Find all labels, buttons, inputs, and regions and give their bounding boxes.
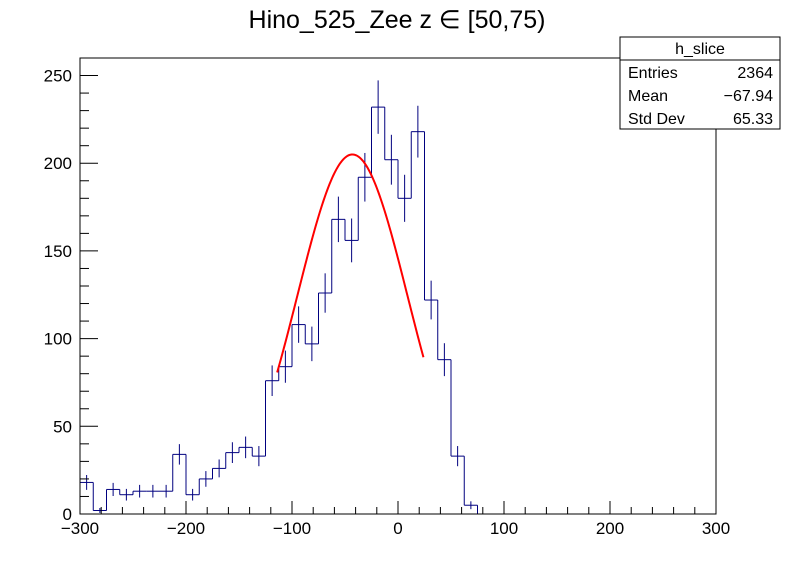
y-tick-label: 50 (53, 417, 72, 436)
x-tick-label: 300 (702, 519, 730, 538)
stats-entries-label: Entries (628, 65, 678, 82)
fit-curve (276, 153, 425, 373)
y-tick-label: 150 (44, 242, 72, 261)
y-tick-label: 100 (44, 330, 72, 349)
x-tick-label: 200 (596, 519, 624, 538)
stats-stddev-value: 65.33 (733, 111, 773, 128)
plot-area (80, 80, 716, 515)
y-tick-label: 200 (44, 154, 72, 173)
x-tick-label: −100 (273, 519, 311, 538)
stats-entries-value: 2364 (737, 65, 773, 82)
stats-box: h_slice Entries 2364 Mean −67.94 Std Dev… (619, 36, 781, 130)
x-tick-label: −300 (61, 519, 99, 538)
stats-box-frame (619, 36, 781, 130)
x-tick-label: −200 (167, 519, 205, 538)
x-tick-label: 0 (393, 519, 402, 538)
stats-mean-value: −67.94 (724, 88, 773, 105)
axes: −300 −200 −100 0 100 200 300 0 50 100 150 200 250 (44, 57, 730, 538)
y-tick-label: 0 (63, 505, 72, 524)
y-tick-label: 250 (44, 67, 72, 86)
stats-box-title: h_slice (675, 41, 725, 58)
stats-stddev-label: Std Dev (628, 111, 685, 128)
stats-mean-label: Mean (628, 88, 668, 105)
x-tick-label: 100 (490, 519, 518, 538)
chart-title: Hino_525_Zee z ∈ [50,75) (249, 6, 546, 34)
